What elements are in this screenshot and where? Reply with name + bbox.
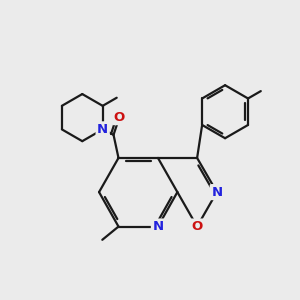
Text: N: N — [211, 186, 222, 199]
Text: O: O — [114, 111, 125, 124]
Text: N: N — [97, 123, 108, 136]
Text: O: O — [191, 220, 203, 233]
Text: N: N — [152, 220, 164, 233]
